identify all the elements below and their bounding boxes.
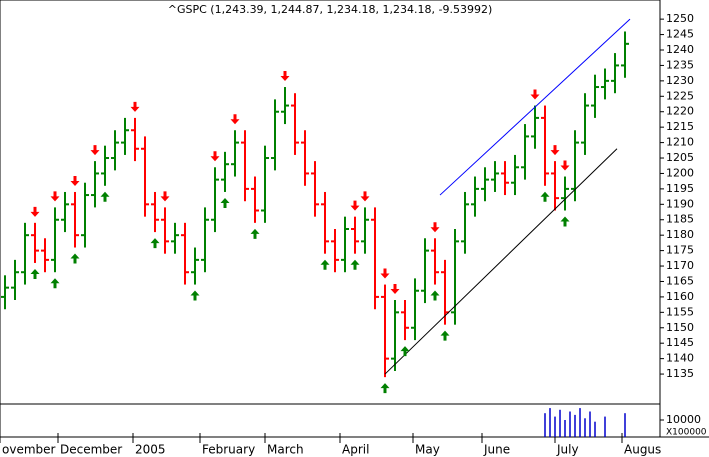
y-tick-label: 1205: [666, 151, 694, 164]
x-tick-label: Augus: [624, 443, 661, 457]
sell-arrow: [70, 175, 80, 186]
buy-arrow: [440, 330, 450, 341]
sell-arrow: [550, 145, 560, 156]
x-tick-label: March: [267, 443, 304, 457]
x-tick-label: June: [483, 443, 510, 457]
y-tick-label: 1200: [666, 166, 694, 179]
buy-arrow: [540, 191, 550, 202]
buy-arrow: [560, 216, 570, 227]
y-tick-label: 1225: [666, 89, 694, 102]
sell-arrow: [350, 200, 360, 211]
sell-arrow: [560, 160, 570, 171]
x-tick-label: April: [342, 443, 369, 457]
y-tick-label: 1155: [666, 305, 694, 318]
x-tick-label: 2005: [135, 443, 166, 457]
trend-line: [439, 18, 631, 196]
buy-arrow: [70, 253, 80, 264]
y-tick-label: 1190: [666, 197, 694, 210]
buy-arrow: [50, 278, 60, 289]
y-tick-label: 1135: [666, 367, 694, 380]
x-tick-label: May: [415, 443, 440, 457]
sell-arrow: [360, 191, 370, 202]
trend-line: [384, 148, 618, 375]
sell-arrow: [30, 206, 40, 217]
y-tick-label: 1175: [666, 244, 694, 257]
sell-arrow: [430, 222, 440, 233]
buy-arrow: [220, 197, 230, 208]
buy-arrow: [350, 259, 360, 270]
y-tick-label: 1215: [666, 120, 694, 133]
y-tick-label: 1170: [666, 259, 694, 272]
buy-arrow: [400, 346, 410, 357]
sell-arrow: [280, 71, 290, 82]
x-tick-label: July: [556, 443, 579, 457]
buy-arrow: [100, 191, 110, 202]
x-tick-label: December: [60, 443, 122, 457]
y-tick-label: 1230: [666, 74, 694, 87]
y-tick-label: 1235: [666, 58, 694, 71]
x-tick-label: ovember: [2, 443, 56, 457]
buy-arrow: [430, 290, 440, 301]
sell-arrow: [130, 101, 140, 112]
y-tick-label: 1140: [666, 352, 694, 365]
y-tick-label: 1180: [666, 228, 694, 241]
y-tick-label: 1195: [666, 182, 694, 195]
chart-title: ^GSPC (1,243.39, 1,244.87, 1,234.18, 1,2…: [168, 3, 492, 16]
y-tick-label: 1210: [666, 136, 694, 149]
buy-arrow: [150, 238, 160, 249]
y-tick-label: 1145: [666, 336, 694, 349]
sell-arrow: [530, 89, 540, 100]
sell-arrow: [380, 268, 390, 279]
plot-frame: [0, 0, 661, 438]
y-tick-label: 1250: [666, 12, 694, 25]
y-tick-label: 1245: [666, 28, 694, 41]
volume-unit: X100000: [666, 428, 707, 438]
y-tick-label: 1160: [666, 290, 694, 303]
buy-arrow: [320, 259, 330, 270]
volume-tick-label: 10000: [666, 413, 701, 426]
sell-arrow: [210, 151, 220, 162]
y-tick-label: 1150: [666, 321, 694, 334]
y-tick-label: 1165: [666, 274, 694, 287]
y-tick-label: 1185: [666, 213, 694, 226]
sell-arrow: [230, 114, 240, 125]
buy-arrow: [380, 383, 390, 394]
x-tick-label: February: [202, 443, 255, 457]
buy-arrow: [250, 228, 260, 239]
y-tick-label: 1240: [666, 43, 694, 56]
sell-arrow: [160, 191, 170, 202]
buy-arrow: [30, 268, 40, 279]
buy-arrow: [190, 290, 200, 301]
y-tick-label: 1220: [666, 105, 694, 118]
sell-arrow: [390, 283, 400, 294]
sell-arrow: [90, 145, 100, 156]
sell-arrow: [50, 191, 60, 202]
